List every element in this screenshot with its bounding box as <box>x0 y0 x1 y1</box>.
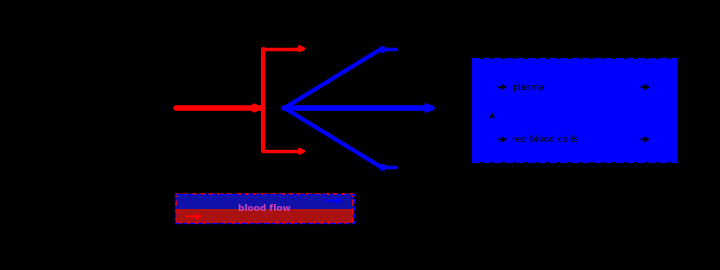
Text: blood flow: blood flow <box>238 204 291 213</box>
Text: plasma: plasma <box>513 83 545 92</box>
Bar <box>175 194 354 223</box>
Text: red blood cells: red blood cells <box>513 135 579 144</box>
Bar <box>472 59 677 162</box>
Bar <box>176 208 353 223</box>
Bar <box>176 194 353 208</box>
Bar <box>176 194 353 223</box>
